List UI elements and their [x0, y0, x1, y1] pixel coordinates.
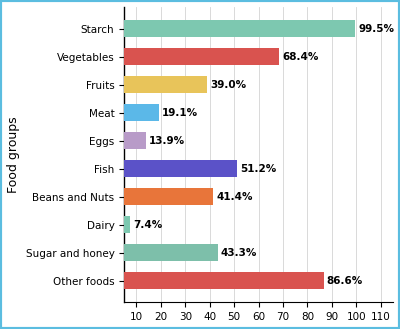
Bar [112, 76, 207, 93]
Text: 19.1%: 19.1% [162, 108, 198, 118]
Bar [112, 244, 218, 261]
Bar [112, 48, 279, 65]
Text: 7.4%: 7.4% [133, 219, 162, 230]
Bar [112, 272, 324, 289]
Text: 13.9%: 13.9% [149, 136, 185, 146]
Bar [112, 160, 237, 177]
Bar [112, 216, 130, 233]
Bar [112, 20, 355, 37]
Text: 43.3%: 43.3% [221, 247, 257, 258]
Bar [112, 188, 213, 205]
Text: 51.2%: 51.2% [240, 164, 276, 174]
Text: 86.6%: 86.6% [326, 275, 363, 286]
Text: 39.0%: 39.0% [210, 80, 246, 90]
Y-axis label: Food groups: Food groups [7, 116, 20, 193]
Text: 99.5%: 99.5% [358, 24, 394, 34]
Text: 68.4%: 68.4% [282, 52, 318, 62]
Text: 41.4%: 41.4% [216, 191, 252, 202]
Bar [112, 104, 158, 121]
Bar [112, 132, 146, 149]
